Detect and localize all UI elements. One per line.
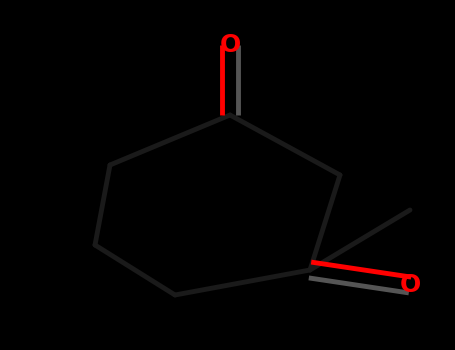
Text: O: O <box>219 33 241 57</box>
Text: O: O <box>399 273 420 297</box>
